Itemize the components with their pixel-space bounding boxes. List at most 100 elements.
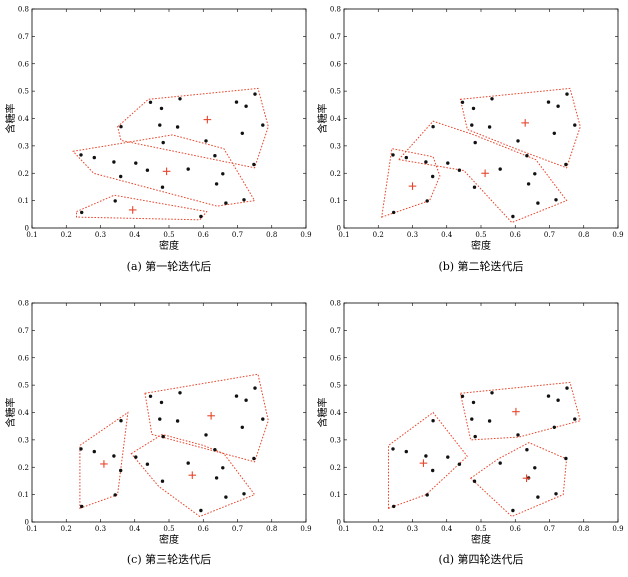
subplot-a-data-point <box>242 198 246 202</box>
subplot-d-data-point <box>536 495 540 499</box>
subplot-b-y-tick-label: 0.5 <box>330 88 341 96</box>
subplot-a-data-point <box>161 140 165 145</box>
subplot-b-data-point <box>498 167 502 171</box>
subplot-c-x-tick-label: 0.2 <box>61 525 72 533</box>
subplot-a-data-point <box>213 154 217 158</box>
subplot-b-data-point <box>404 155 408 160</box>
subplot-d-x-tick-label: 0.9 <box>612 525 623 533</box>
subplot-d-caption: (d) 第四轮迭代后 <box>438 552 523 566</box>
subplot-c-x-tick-label: 0.1 <box>26 525 37 533</box>
subplot-c-data-point <box>204 433 208 437</box>
subplot-c-x-axis-label: 密度 <box>159 533 179 546</box>
subplot-d-data-point <box>424 454 428 458</box>
subplot-d-cluster-outline-3 <box>388 411 468 510</box>
subplot-c-data-point <box>213 448 217 452</box>
subplot-c-data-point <box>242 492 246 496</box>
subplot-a-x-tick-label: 0.1 <box>26 231 37 239</box>
subplot-b-x-tick-label: 0.2 <box>373 231 384 239</box>
subplot-c-y-tick-label: 0.4 <box>18 409 30 417</box>
subplot-c-data-point <box>134 455 138 459</box>
subplot-d-x-tick-label: 0.4 <box>441 525 453 533</box>
subplot-a-x-axis-label: 密度 <box>159 239 179 252</box>
subplot-c-x-tick-label: 0.8 <box>266 525 277 533</box>
subplot-a-y-tick-label: 0.8 <box>18 6 29 14</box>
subplot-c-data-point <box>113 493 117 497</box>
subplot-a-y-tick-label: 0 <box>25 225 29 233</box>
subplot-b-centroid-marker <box>408 182 417 190</box>
subplot-a-caption: (a) 第一轮迭代后 <box>127 259 212 273</box>
subplot-b-data-point <box>487 125 492 129</box>
subplot-b-cluster-outline-2 <box>397 120 568 224</box>
subplot-a-x-tick-label: 0.2 <box>61 231 72 239</box>
subplot-a-data-point <box>160 185 165 189</box>
subplot-a-data-point <box>199 214 203 219</box>
subplot-d-data-point <box>425 493 429 497</box>
subplot-d-y-tick-label: 0.7 <box>330 327 341 335</box>
subplot-d-data-point <box>552 425 556 429</box>
subplot-c-y-tick-label: 0.8 <box>18 300 29 308</box>
subplot-c-data-point <box>158 417 162 421</box>
subplot-c-x-tick-label: 0.3 <box>95 525 106 533</box>
subplot-c-x-tick-label: 0.6 <box>198 525 210 533</box>
subplot-c-cluster-outline-2 <box>130 433 256 518</box>
subplot-b-data-point <box>425 199 429 203</box>
subplot-b-data-point <box>457 168 462 172</box>
subplot-d-x-tick-label: 0.6 <box>510 525 522 533</box>
subplot-b-data-point <box>460 100 465 105</box>
subplot-a-x-tick-label: 0.5 <box>163 231 174 239</box>
subplot-b-x-tick-label: 0.8 <box>578 231 589 239</box>
subplot-b-y-tick-label: 0.4 <box>330 115 342 123</box>
subplot-a-x-tick-label: 0.9 <box>300 231 311 239</box>
subplot-d-centroid-marker <box>522 474 531 482</box>
subplot-a-x-tick-label: 0.7 <box>232 231 243 239</box>
subplot-a-x-tick-label: 0.6 <box>198 231 210 239</box>
subplot-d-x-tick-label: 0.3 <box>407 525 418 533</box>
subplot-d-data-point <box>431 468 435 473</box>
subplot-a-centroid-marker <box>128 206 137 214</box>
subplot-d-data-point <box>460 394 465 398</box>
subplot-d-y-tick-label: 0.5 <box>330 382 341 390</box>
subplot-b-data-point <box>431 125 435 129</box>
subplot-d-data-point <box>473 434 477 439</box>
subplot-c-data-point <box>221 466 225 470</box>
subplot-d-cluster-outline-1 <box>459 381 581 441</box>
subplot-c-centroid-marker <box>100 460 108 468</box>
subplot-a-data-point <box>253 92 257 96</box>
subplot-d-x-tick-label: 0.2 <box>373 525 384 533</box>
subplot-c-data-point <box>161 434 165 439</box>
subplot-b-y-tick-label: 0.7 <box>330 33 341 41</box>
subplot-b-data-point <box>533 172 537 176</box>
subplot-d-data-point <box>490 391 494 395</box>
subplot-d-x-tick-label: 0.7 <box>544 525 555 533</box>
subplot-d-y-tick-label: 0.8 <box>330 300 341 308</box>
subplot-c-data-point <box>234 394 239 398</box>
subplot-c-caption: (c) 第三轮迭代后 <box>127 552 211 566</box>
subplot-b-data-point <box>573 123 577 127</box>
subplot-a-y-tick-label: 0.6 <box>18 60 30 68</box>
subplot-a-cluster-outline-1 <box>117 87 269 169</box>
subplot-a-y-axis-label: 含糖率 <box>4 104 17 134</box>
subplot-a-data-point <box>148 100 153 105</box>
subplot-d-data-point <box>392 504 396 509</box>
subplot-b-x-tick-label: 0.9 <box>612 231 623 239</box>
subplot-d-data-point <box>511 508 515 513</box>
subplot-d-data-point <box>565 386 569 390</box>
subplot-c-data-point <box>244 398 248 402</box>
subplot-d-y-tick-label: 0.3 <box>330 436 341 444</box>
subplot-a-data-point <box>119 125 123 129</box>
subplot-c-data-point <box>175 419 180 423</box>
subplot-b-data-point <box>556 104 560 108</box>
subplot-a-cluster-outline-2 <box>72 134 256 207</box>
subplot-c-x-tick-label: 0.4 <box>129 525 141 533</box>
subplot-b-data-point <box>490 97 494 101</box>
subplot-a-data-point <box>224 201 228 205</box>
subplot-d-x-tick-label: 0.1 <box>338 525 349 533</box>
subplot-a-data-point <box>79 153 83 157</box>
subplot-c-data-point <box>224 495 228 499</box>
subplot-d-y-axis-label: 含糖率 <box>316 398 329 428</box>
subplot-c-data-point <box>214 476 219 480</box>
subplot-b-x-tick-label: 0.6 <box>510 231 522 239</box>
subplot-c-x-tick-label: 0.7 <box>232 525 243 533</box>
subplot-b-data-point <box>431 174 435 179</box>
